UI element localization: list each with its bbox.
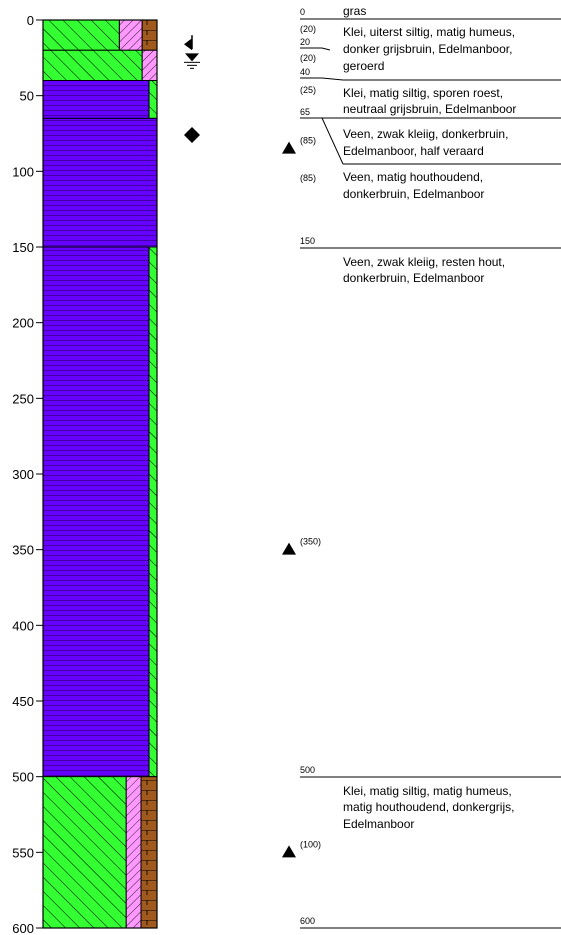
sample-triangle-icon-0	[282, 141, 296, 154]
desc-line-6-0: Klei, matig siltig, matig humeus,	[343, 784, 512, 798]
layer-0-humus-fill	[141, 19, 158, 51]
desc-slant-4	[321, 117, 344, 165]
axis-tick-label-400: 400	[12, 618, 34, 633]
layer-1-clay-fill	[42, 49, 143, 82]
desc-divider-1	[300, 47, 331, 51]
layer-5-silt-fill	[125, 776, 142, 929]
axis-tick-label-500: 500	[12, 770, 34, 785]
desc-thickness-0: (20)	[300, 24, 316, 34]
axis-tick-label-600: 600	[12, 921, 34, 935]
desc-line-4-1: donkerbruin, Edelmanboor	[343, 187, 484, 201]
groundwater-level-icon	[184, 53, 200, 69]
layer-5-humus-fill	[140, 776, 158, 929]
desc-line-1-0: geroerd	[343, 59, 384, 73]
water-level-symbols	[184, 35, 200, 144]
layer-5-clay-fill	[42, 776, 127, 929]
sample-markers: (85) (350) (100)	[282, 136, 321, 858]
layer-2-clay-fill	[148, 80, 158, 119]
column-outline	[42, 19, 158, 929]
desc-top-text: gras	[343, 4, 366, 18]
desc-line-6-1: matig houthoudend, donkergrijs,	[343, 800, 514, 814]
desc-depth-5: 150	[300, 236, 315, 246]
desc-top-depth: 0	[300, 7, 305, 17]
sample-label-1: (350)	[300, 537, 321, 547]
desc-thickness-4: (85)	[300, 173, 316, 183]
axis-tick-label-0: 0	[27, 13, 34, 28]
desc-depth-2: 65	[300, 107, 310, 117]
sample-label-0: (85)	[300, 136, 316, 146]
layer-3-peat-fill	[42, 117, 158, 248]
desc-line-5-1: donkerbruin, Edelmanboor	[343, 271, 484, 285]
lithology-column	[42, 19, 158, 929]
axis-tick-label-450: 450	[12, 694, 34, 709]
sample-triangle-icon-2	[282, 845, 296, 858]
axis-tick-label-200: 200	[12, 316, 34, 331]
layer-0-silt-fill	[118, 19, 143, 51]
desc-line-0-0: Klei, uiterst siltig, matig humeus,	[343, 25, 515, 39]
desc-line-4-0: Veen, matig houthoudend,	[343, 170, 483, 184]
desc-line-3-0: Veen, zwak kleiig, donkerbruin,	[343, 127, 508, 141]
desc-line-2-0: Klei, matig siltig, sporen roest,	[343, 86, 503, 100]
desc-depth-6: 500	[300, 765, 315, 775]
desc-divider-2	[300, 77, 561, 81]
axis-tick-label-50: 50	[20, 89, 34, 104]
axis-tick-label-300: 300	[12, 467, 34, 482]
axis-tick-label-100: 100	[12, 164, 34, 179]
layer-4-clay-fill	[148, 246, 158, 778]
axis-tick-label-350: 350	[12, 543, 34, 558]
desc-depth-0: 20	[300, 37, 310, 47]
diamond-marker-icon	[184, 127, 200, 144]
desc-line-5-0: Veen, zwak kleiig, resten hout,	[343, 255, 505, 269]
depth-axis: 0 50 100 150 200 250 300 350 400 450 500 550 600	[12, 13, 44, 935]
desc-line-2-1: neutraal grijsbruin, Edelmanboor	[343, 102, 516, 116]
desc-thickness-1: (20)	[300, 53, 316, 63]
desc-thickness-2: (25)	[300, 85, 316, 95]
layer-0-clay-fill	[42, 19, 120, 51]
layer-2-peat-fill	[42, 80, 150, 119]
desc-line-6-2: Edelmanboor	[343, 817, 414, 831]
axis-tick-label-550: 550	[12, 845, 34, 860]
desc-line-3-1: Edelmanboor, half veraard	[343, 144, 484, 158]
desc-depth-1: 40	[300, 67, 310, 77]
desc-depth-7: 600	[300, 916, 315, 926]
water-level-arrow-icon	[184, 35, 193, 51]
axis-tick-label-250: 250	[12, 391, 34, 406]
axis-tick-label-150: 150	[12, 240, 34, 255]
sample-triangle-icon-1	[282, 542, 296, 555]
sample-label-2: (100)	[300, 839, 321, 849]
desc-line-0-1: donker grijsbruin, Edelmanboor,	[343, 42, 512, 56]
layer-1-silt-fill	[141, 49, 158, 82]
layer-descriptions: 0 gras (20) 20 Klei, uiterst siltig, matig h…	[300, 4, 561, 929]
layer-4-peat-fill	[42, 246, 150, 778]
